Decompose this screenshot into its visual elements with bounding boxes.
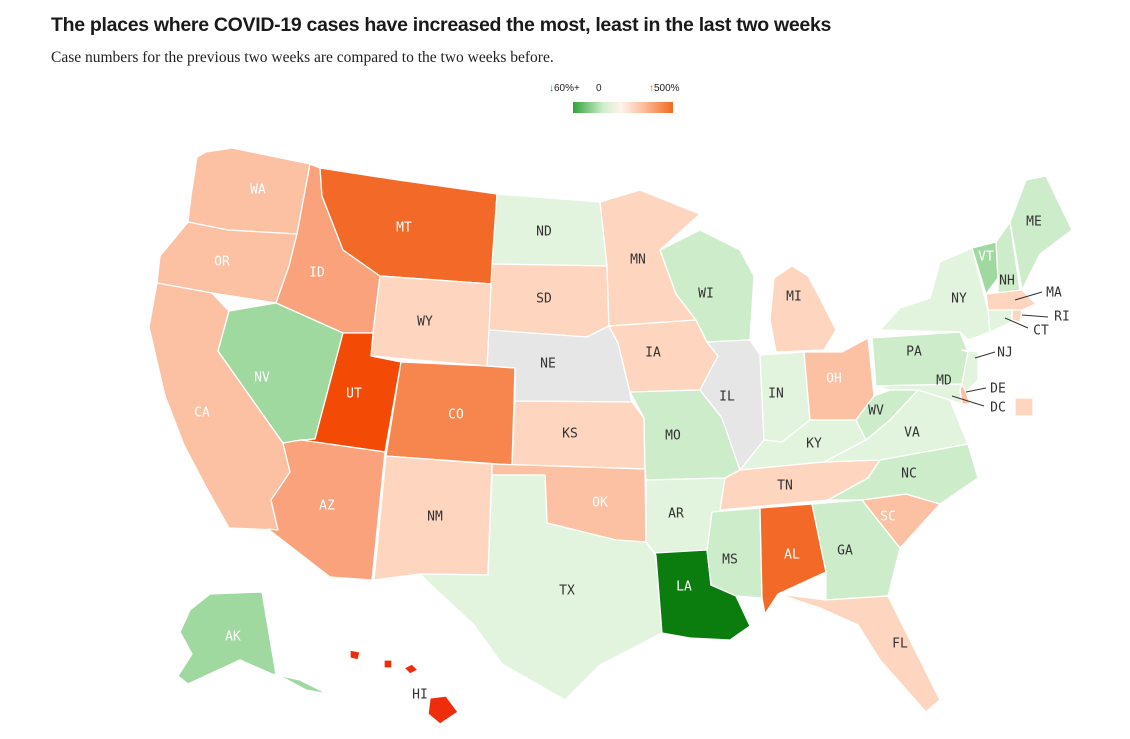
state-label-tx: TX — [559, 584, 575, 599]
state-label-nm: NM — [427, 510, 443, 525]
state-label-wi: WI — [698, 287, 714, 302]
state-ut[interactable] — [300, 332, 402, 453]
arrow-up-icon: ↑ — [649, 83, 654, 94]
map-subtitle: Case numbers for the previous two weeks … — [51, 49, 554, 66]
state-label-ky: KY — [806, 437, 822, 452]
state-label-pa: PA — [906, 345, 922, 360]
leader-line-ct — [1004, 317, 1029, 329]
state-label-ut: UT — [346, 387, 362, 402]
state-fl[interactable] — [777, 593, 941, 713]
state-label-la: LA — [676, 580, 692, 595]
state-label-ia: IA — [645, 346, 661, 361]
legend-low-label: ↓60%+ — [549, 83, 580, 94]
leader-line-nj — [974, 351, 996, 359]
state-co[interactable] — [385, 361, 516, 466]
state-label-ma: MA — [1046, 286, 1062, 301]
legend-high-label: ↑500% — [649, 83, 680, 94]
state-label-wv: WV — [868, 404, 884, 419]
state-az[interactable] — [267, 439, 386, 581]
legend-gradient-bar — [573, 102, 673, 113]
leader-line-de — [965, 387, 987, 393]
state-ks[interactable] — [511, 400, 646, 470]
state-label-md: MD — [936, 374, 952, 389]
state-ma[interactable] — [985, 289, 1037, 313]
state-ny[interactable] — [879, 247, 991, 341]
state-label-co: CO — [448, 408, 464, 423]
state-ct[interactable] — [987, 309, 1013, 333]
state-label-nc: NC — [901, 467, 917, 482]
state-label-wa: WA — [250, 183, 266, 198]
state-label-oh: OH — [826, 372, 842, 387]
state-label-in: IN — [768, 387, 784, 402]
state-label-tn: TN — [777, 479, 793, 494]
state-label-az: AZ — [319, 499, 335, 514]
state-label-ne: NE — [540, 357, 556, 372]
state-label-ca: CA — [194, 406, 210, 421]
leader-line-ma — [1014, 291, 1043, 301]
state-label-ak: AK — [225, 630, 241, 645]
state-label-il: IL — [719, 390, 735, 405]
state-dc[interactable] — [1014, 397, 1034, 417]
arrow-down-icon: ↓ — [549, 83, 554, 94]
state-label-mn: MN — [630, 253, 646, 268]
state-label-fl: FL — [892, 637, 908, 652]
state-label-ny: NY — [951, 292, 967, 307]
state-ak[interactable] — [177, 591, 329, 695]
state-label-nj: NJ — [997, 346, 1013, 361]
state-label-or: OR — [214, 255, 230, 270]
state-label-id: ID — [309, 266, 325, 281]
leader-line-dc — [951, 395, 985, 407]
state-label-sc: SC — [880, 510, 896, 525]
state-label-ks: KS — [562, 427, 578, 442]
state-wy[interactable] — [370, 275, 493, 367]
state-hi[interactable] — [349, 649, 459, 725]
state-label-hi: HI — [412, 688, 428, 703]
state-label-mi: MI — [786, 290, 802, 305]
state-md[interactable] — [875, 383, 963, 405]
color-legend: ↓60%+ 0 ↑500% — [545, 83, 695, 119]
state-label-vt: VT — [978, 250, 994, 265]
state-ri[interactable] — [1011, 309, 1023, 323]
state-label-dc: DC — [990, 401, 1006, 416]
state-label-de: DE — [990, 382, 1006, 397]
state-label-al: AL — [784, 548, 800, 563]
state-label-nh: NH — [999, 274, 1015, 289]
map-title: The places where COVID-19 cases have inc… — [51, 14, 832, 36]
state-wa[interactable] — [187, 147, 311, 235]
state-tx[interactable] — [419, 474, 663, 701]
state-mi[interactable] — [769, 265, 837, 353]
state-label-ar: AR — [668, 507, 684, 522]
state-label-ri: RI — [1054, 310, 1070, 325]
leader-line-ri — [1021, 314, 1049, 318]
state-me[interactable] — [1009, 175, 1073, 291]
state-label-sd: SD — [536, 292, 552, 307]
state-label-ct: CT — [1033, 324, 1049, 339]
legend-mid-label: 0 — [596, 83, 602, 94]
state-label-me: ME — [1026, 215, 1042, 230]
state-label-ms: MS — [722, 553, 738, 568]
state-label-mt: MT — [396, 221, 412, 236]
state-label-ga: GA — [837, 544, 853, 559]
state-label-wy: WY — [417, 315, 433, 330]
state-label-va: VA — [904, 426, 920, 441]
state-label-nv: NV — [254, 371, 270, 386]
state-label-ok: OK — [592, 496, 608, 511]
state-label-mo: MO — [665, 429, 681, 444]
state-label-nd: ND — [536, 225, 552, 240]
